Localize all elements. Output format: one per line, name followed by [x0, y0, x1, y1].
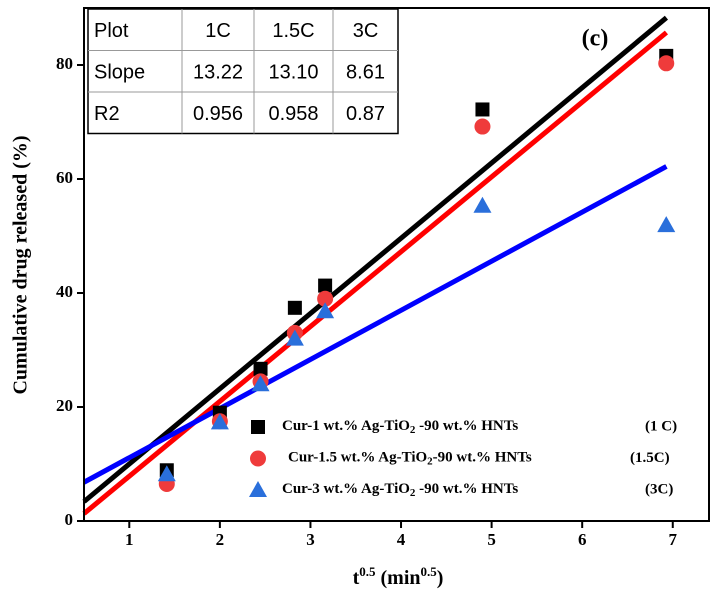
marker — [657, 216, 676, 233]
table-box — [87, 8, 399, 135]
legend-label-part: 2 — [410, 424, 416, 436]
legend-tag: (1 C) — [645, 418, 677, 434]
legend-marker — [249, 481, 267, 497]
table-cell: 8.61 — [346, 62, 385, 84]
legend-marker — [250, 450, 266, 467]
table-cell: Slope — [94, 62, 145, 84]
marker — [253, 361, 268, 376]
legend-label: Cur-1.5 wt.% Ag-TiO2-90 wt.% HNTs — [288, 450, 532, 467]
marker — [475, 102, 490, 117]
y-tick-label: 80 — [56, 54, 73, 73]
x-tick-label: 4 — [397, 530, 406, 549]
table-cell: 0.956 — [193, 103, 243, 125]
fit-line — [82, 15, 669, 504]
legend-label-part: Cur-1.5 wt.% Ag-TiO — [288, 450, 427, 466]
legend-tag: (3C) — [645, 481, 673, 497]
marker — [251, 375, 270, 392]
annotation: (c) — [582, 26, 609, 52]
legend-tag: (1.5C) — [630, 450, 670, 466]
marker — [287, 300, 302, 315]
x-tick-label: 2 — [216, 530, 225, 549]
y-axis-title: Cumulative drug released (%) — [10, 135, 32, 394]
table-cell: 13.10 — [268, 62, 318, 84]
fit-line — [82, 164, 668, 485]
table-cell: 3C — [353, 20, 379, 42]
x-axis-title: t0.5 (min0.5) — [353, 564, 444, 588]
marker — [316, 302, 335, 319]
marker — [474, 118, 491, 135]
x-axis-title-part: 0.5 — [359, 564, 376, 579]
marker — [210, 413, 229, 430]
plot-frame — [83, 7, 710, 522]
legend-marker — [251, 420, 265, 434]
legend-label: Cur-3 wt.% Ag-TiO2 -90 wt.% HNTs — [282, 481, 518, 498]
table-cell: Plot — [94, 20, 129, 42]
y-tick-label: 40 — [56, 282, 73, 301]
legend-label-part: Cur-3 wt.% Ag-TiO — [282, 481, 410, 497]
x-tick-label: 7 — [669, 530, 678, 549]
marker — [157, 465, 176, 482]
legend-label-part: 2 — [410, 487, 416, 499]
x-axis-title-part: 0.5 — [421, 564, 438, 579]
y-tick-label: 0 — [65, 510, 74, 529]
x-tick-label: 6 — [578, 530, 587, 549]
fit-line — [82, 30, 669, 516]
table-cell: 1.5C — [272, 20, 314, 42]
x-tick-label: 1 — [125, 530, 134, 549]
marker — [473, 196, 492, 213]
marker — [658, 55, 675, 72]
marker — [317, 290, 334, 307]
table-cell: 0.958 — [268, 103, 318, 125]
x-axis-title-part: ) — [437, 567, 444, 589]
legend-label-part: Cur-1 wt.% Ag-TiO — [282, 418, 410, 434]
marker — [318, 278, 333, 293]
marker — [285, 329, 304, 346]
x-axis-title-part: t — [353, 567, 360, 589]
legend-label-part: 2 — [427, 455, 433, 467]
table-cell: R2 — [94, 103, 120, 125]
y-tick-label: 60 — [56, 168, 73, 187]
legend-label-part: -90 wt.% HNTs — [415, 418, 518, 434]
legend-label-part: -90 wt.% HNTs — [433, 450, 532, 466]
table-cell: 13.22 — [193, 62, 243, 84]
legend-label-part: -90 wt.% HNTs — [415, 481, 518, 497]
legend-label: Cur-1 wt.% Ag-TiO2 -90 wt.% HNTs — [282, 418, 518, 435]
table-cell: 0.87 — [346, 103, 385, 125]
table-cell: 1C — [205, 20, 231, 42]
y-tick-label: 20 — [56, 396, 73, 415]
x-tick-label: 5 — [487, 530, 496, 549]
x-tick-label: 3 — [306, 530, 315, 549]
x-axis-title-part: (min — [376, 567, 421, 589]
